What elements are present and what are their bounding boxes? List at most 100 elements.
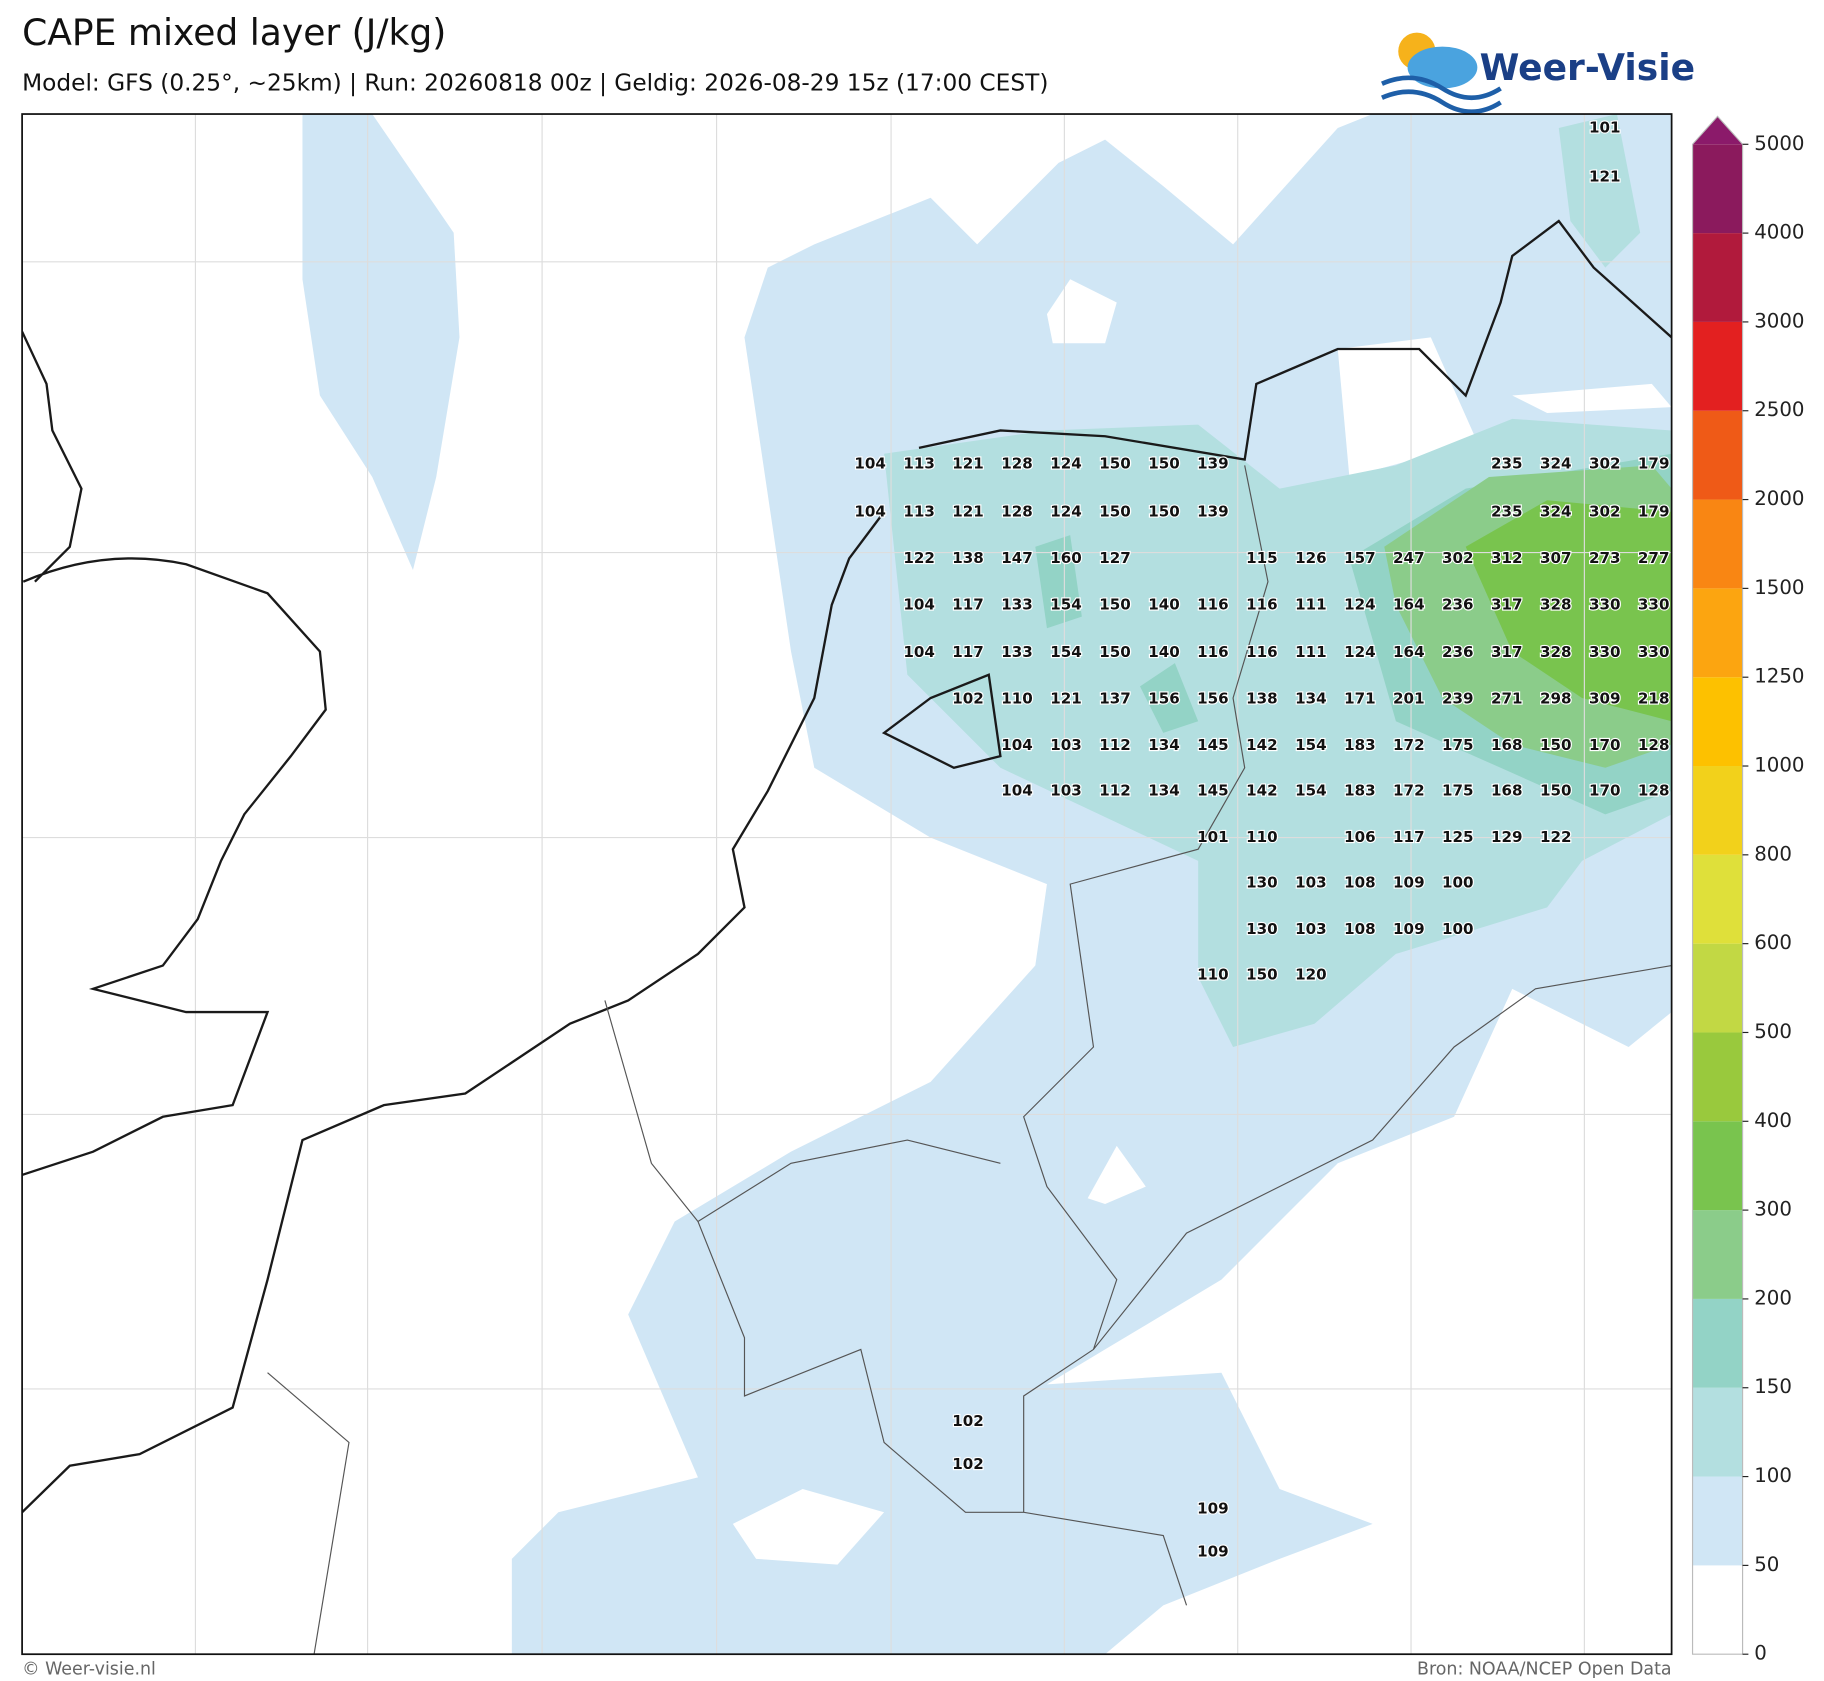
footer-source: Bron: NOAA/NCEP Open Data <box>1417 1659 1672 1679</box>
colorbar-tick-label: 100 <box>1754 1464 1792 1487</box>
logo: Weer-Visie <box>1381 32 1695 114</box>
cape-value: 154 <box>1050 643 1082 661</box>
cape-value: 137 <box>1099 690 1131 708</box>
field-hole <box>732 279 1672 1565</box>
colorbar-extend <box>1692 116 1743 145</box>
cape-value: 116 <box>1246 643 1278 661</box>
cape-value: 150 <box>1099 643 1131 661</box>
cape-value: 106 <box>1344 828 1376 846</box>
colorbar-bin <box>1692 499 1743 589</box>
cape-value: 150 <box>1246 965 1278 983</box>
cape-value: 154 <box>1295 782 1327 800</box>
cape-value: 172 <box>1393 782 1425 800</box>
cape-value: 147 <box>1001 549 1033 567</box>
colorbar-tick-label: 0 <box>1754 1642 1767 1665</box>
cape-value: 154 <box>1295 736 1327 754</box>
cape-value: 110 <box>1001 690 1033 708</box>
cape-value: 116 <box>1197 643 1229 661</box>
colorbar-tick-label: 400 <box>1754 1109 1792 1132</box>
cape-value: 101 <box>1589 119 1621 137</box>
cape-value: 138 <box>952 549 984 567</box>
colorbar-tick-label: 50 <box>1754 1553 1779 1576</box>
cape-value: 271 <box>1491 690 1523 708</box>
cape-value: 236 <box>1442 643 1474 661</box>
cape-value: 108 <box>1344 873 1376 891</box>
cape-value: 124 <box>1344 595 1376 613</box>
borders <box>267 465 1672 1655</box>
cape-value: 103 <box>1295 920 1327 938</box>
cape-value: 121 <box>1589 167 1621 185</box>
cape-value: 150 <box>1099 502 1131 520</box>
colorbar-tick-label: 1500 <box>1754 576 1804 599</box>
cape-value: 150 <box>1099 595 1131 613</box>
cape-value: 102 <box>952 1455 984 1473</box>
colorbar-bin <box>1692 1210 1743 1299</box>
cape-value: 103 <box>1050 736 1082 754</box>
colorbar-tick-label: 300 <box>1754 1198 1792 1221</box>
cape-value: 128 <box>1638 782 1670 800</box>
map-area: 101 121 104 113 121 128 124 150 150 139 235 324 302 1… <box>22 114 1672 1655</box>
cape-value: 328 <box>1540 643 1572 661</box>
cape-value: 103 <box>1295 873 1327 891</box>
cape-value: 247 <box>1393 549 1425 567</box>
map-frame <box>21 113 1673 1656</box>
cape-value: 156 <box>1197 690 1229 708</box>
colorbar-bin <box>1692 677 1743 767</box>
cape-value: 142 <box>1246 736 1278 754</box>
cape-value: 150 <box>1099 455 1131 473</box>
cape-value: 122 <box>903 549 935 567</box>
cape-value: 113 <box>903 502 935 520</box>
cape-value: 164 <box>1393 595 1425 613</box>
cape-value: 110 <box>1197 965 1229 983</box>
cape-value: 121 <box>1050 690 1082 708</box>
cape-value: 121 <box>952 502 984 520</box>
cape-value: 103 <box>1050 782 1082 800</box>
colorbar-bin <box>1692 943 1743 1033</box>
cape-value: 277 <box>1638 549 1670 567</box>
colorbar-bin <box>1692 1298 1743 1388</box>
cape-value: 127 <box>1099 549 1131 567</box>
cape-value: 133 <box>1001 643 1033 661</box>
colorbar-tick-label: 800 <box>1754 842 1792 865</box>
colorbar-tick-label: 2000 <box>1754 487 1804 510</box>
cape-value: 307 <box>1540 549 1572 567</box>
colorbar-bin <box>1692 410 1743 500</box>
cape-value: 117 <box>952 643 984 661</box>
title: CAPE mixed layer (J/kg) <box>22 12 446 54</box>
cape-value: 133 <box>1001 595 1033 613</box>
cape-value: 330 <box>1638 595 1670 613</box>
cape-value: 171 <box>1344 690 1376 708</box>
colorbar-tick-label: 150 <box>1754 1375 1792 1398</box>
cape-value: 179 <box>1638 502 1670 520</box>
value-labels: 101 121 104 113 121 128 124 150 150 139 235 324 302 1… <box>853 117 1670 1561</box>
cape-value: 109 <box>1197 1542 1229 1560</box>
graticule <box>22 114 1672 1655</box>
colorbar-tick-label: 500 <box>1754 1020 1792 1043</box>
cape-value: 111 <box>1295 643 1327 661</box>
cape-value: 201 <box>1393 690 1425 708</box>
cape-value: 183 <box>1344 736 1376 754</box>
cape-value: 168 <box>1491 782 1523 800</box>
cape-value: 330 <box>1589 595 1621 613</box>
cape-value: 121 <box>952 455 984 473</box>
cape-value: 138 <box>1246 690 1278 708</box>
colorbar-outline <box>1691 115 1744 1655</box>
cape-value: 156 <box>1148 690 1180 708</box>
colorbar-bin <box>1692 1387 1743 1477</box>
cape-value: 102 <box>952 690 984 708</box>
cape-value: 164 <box>1393 643 1425 661</box>
cape-value: 116 <box>1246 595 1278 613</box>
cape-value: 116 <box>1197 595 1229 613</box>
colorbar-bin <box>1692 321 1743 411</box>
cape-value: 134 <box>1148 782 1180 800</box>
grid-line <box>22 114 1672 1655</box>
cape-value: 117 <box>1393 828 1425 846</box>
cape-value: 145 <box>1197 782 1229 800</box>
cape-value: 328 <box>1540 595 1572 613</box>
cape-value: 128 <box>1001 455 1033 473</box>
cape-value: 104 <box>1001 782 1033 800</box>
cape-value: 126 <box>1295 549 1327 567</box>
cape-value: 140 <box>1148 595 1180 613</box>
